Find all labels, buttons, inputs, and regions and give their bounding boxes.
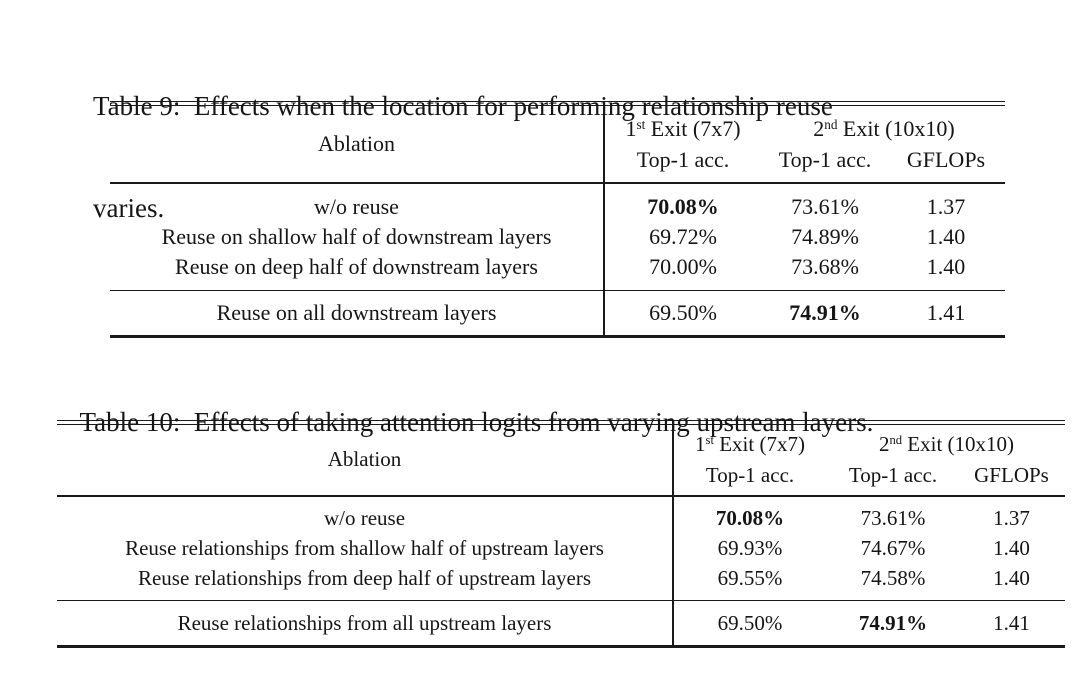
row-label: Reuse relationships from shallow half of… (125, 535, 604, 560)
row-label: Reuse relationships from deep half of up… (137, 565, 592, 590)
row-acc1: 69.55% (717, 565, 783, 590)
table10-header-gflops: GFLOPs (974, 462, 1049, 487)
row-acc1: 70.08% (715, 505, 785, 530)
row-label: Reuse on deep half of downstream layers (175, 253, 538, 279)
table10-header-ablation: Ablation (327, 447, 402, 471)
row-acc1: 69.72% (649, 223, 717, 249)
table-row: Reuse on all downstream layers 69.50% 74… (110, 291, 1005, 335)
row-acc1: 69.93% (717, 535, 783, 560)
table9-header-exits: 1st Exit (7x7) 2nd Exit (10x10) Top-1 ac… (603, 106, 1005, 182)
row-gflops: 1.40 (993, 535, 1030, 560)
table10-column-divider (672, 420, 674, 648)
table10-header-rule (57, 494, 1065, 497)
table-row: Reuse on deep half of downstream layers … (110, 252, 1005, 282)
table9-caption-line2: varies. (93, 193, 165, 223)
table9-header-rule (110, 181, 1005, 184)
table10-top-rule (57, 420, 1065, 425)
table9-caption: Table 9: Effects when the location for p… (93, 21, 833, 259)
table9-column-divider (603, 101, 605, 338)
table9-header-exit1: 1st Exit (7x7) (625, 115, 741, 141)
row-label: Reuse relationships from all upstream la… (177, 611, 552, 635)
table-row: Reuse on shallow half of downstream laye… (110, 222, 1005, 252)
table10-header: Ablation 1st Exit (7x7) 2nd Exit (10x10)… (57, 425, 1065, 495)
table10-body: w/o reuse 70.08% 73.61% 1.37 Reuse relat… (57, 497, 1065, 600)
row-gflops: 1.41 (926, 300, 966, 325)
row-acc2: 74.89% (791, 223, 859, 249)
table-row: w/o reuse 70.08% 73.61% 1.37 (57, 503, 1065, 533)
row-acc1: 70.00% (649, 253, 717, 279)
row-label: w/o reuse (323, 505, 406, 530)
row-acc1: 70.08% (647, 193, 719, 219)
table-row: Reuse relationships from deep half of up… (57, 563, 1065, 593)
table-row: Reuse relationships from all upstream la… (57, 601, 1065, 645)
table9-header-top1-acc-1: Top-1 acc. (636, 146, 730, 172)
table10-bottom-rule (57, 645, 1065, 648)
table9-top-rule (110, 101, 1005, 106)
table10: Ablation 1st Exit (7x7) 2nd Exit (10x10)… (57, 420, 1065, 648)
table10-header-top1-acc-2: Top-1 acc. (848, 462, 938, 487)
table10-mid-rule (57, 599, 1065, 601)
row-acc2: 73.61% (791, 193, 859, 219)
table9-header-exit2: 2nd Exit (10x10) (813, 115, 955, 141)
table9-header-ablation: Ablation (318, 130, 395, 156)
row-gflops: 1.37 (993, 505, 1030, 530)
table10-header-exit2: 2nd Exit (10x10) (878, 431, 1015, 456)
table-row: w/o reuse 70.08% 73.61% 1.37 (110, 192, 1005, 222)
table10-header-exits: 1st Exit (7x7) 2nd Exit (10x10) Top-1 ac… (672, 425, 1065, 495)
row-gflops: 1.40 (993, 565, 1030, 590)
table9-body: w/o reuse 70.08% 73.61% 1.37 Reuse on sh… (110, 184, 1005, 290)
row-acc2: 74.58% (860, 565, 926, 590)
table9-mid-rule (110, 289, 1005, 291)
row-gflops: 1.40 (926, 223, 966, 249)
table9: Ablation 1st Exit (7x7) 2nd Exit (10x10)… (110, 101, 1005, 338)
row-acc2: 73.61% (860, 505, 926, 530)
row-label: w/o reuse (314, 193, 399, 219)
row-label: Reuse on shallow half of downstream laye… (161, 223, 552, 249)
table-row: Reuse relationships from shallow half of… (57, 533, 1065, 563)
row-acc1: 69.50% (649, 300, 717, 325)
table9-header: Ablation 1st Exit (7x7) 2nd Exit (10x10)… (110, 106, 1005, 182)
table10-header-top1-acc-1: Top-1 acc. (705, 462, 795, 487)
row-label: Reuse on all downstream layers (216, 300, 497, 325)
row-acc2: 74.91% (789, 300, 861, 325)
table9-header-gflops: GFLOPs (906, 146, 986, 172)
row-gflops: 1.41 (993, 611, 1030, 635)
table10-header-exit1: 1st Exit (7x7) (695, 431, 805, 456)
row-acc1: 69.50% (717, 611, 783, 635)
table9-caption-line1: Table 9: Effects when the location for p… (93, 91, 833, 121)
table10-caption-text: Table 10: Effects of taking attention lo… (79, 407, 874, 437)
row-acc2: 74.67% (860, 535, 926, 560)
row-acc2: 73.68% (791, 253, 859, 279)
table9-bottom-rule (110, 335, 1005, 338)
table10-caption: Table 10: Effects of taking attention lo… (66, 371, 874, 439)
row-gflops: 1.37 (926, 193, 966, 219)
row-gflops: 1.40 (926, 253, 966, 279)
table9-header-top1-acc-2: Top-1 acc. (778, 146, 872, 172)
row-acc2: 74.91% (858, 611, 928, 635)
